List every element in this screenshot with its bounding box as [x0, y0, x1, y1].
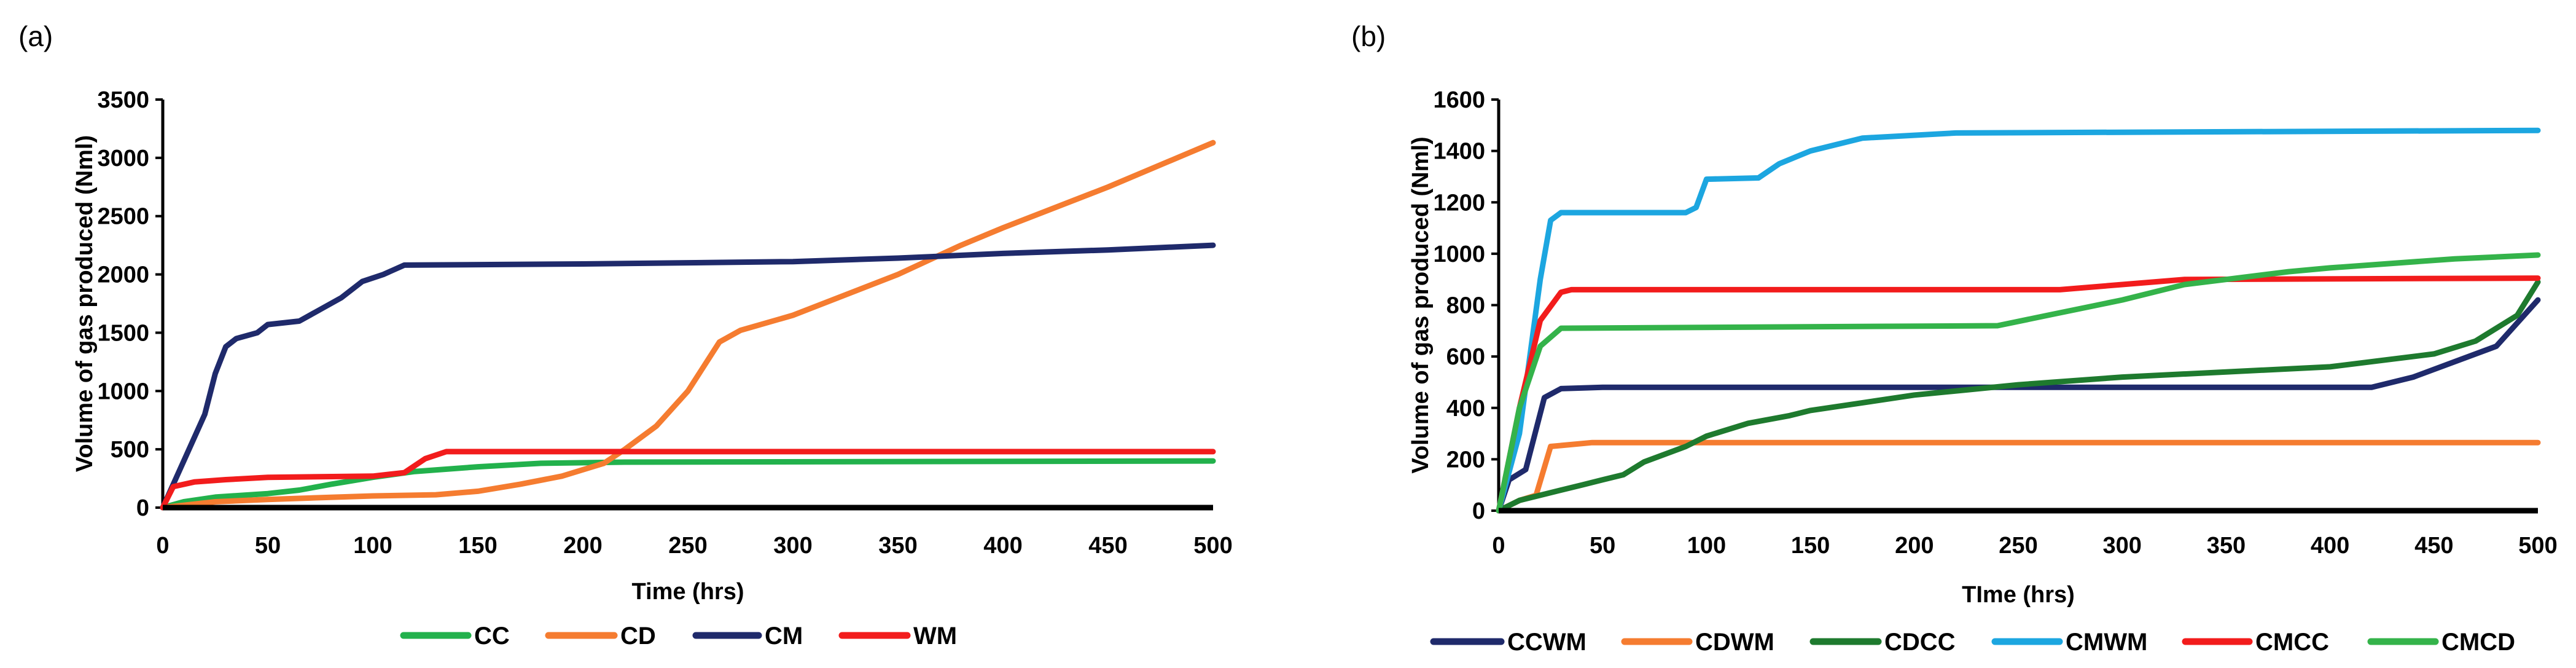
y-tick-label: 3500 [97, 87, 149, 113]
x-tick-label: 200 [563, 533, 602, 559]
series-line-cd [160, 139, 1216, 511]
x-tick-label: 100 [1687, 533, 1726, 559]
series-line-cdcc [1496, 279, 2541, 514]
y-tick-label: 2500 [97, 204, 149, 230]
x-tick-label: 500 [2518, 533, 2557, 559]
series-line-wm [160, 449, 1216, 511]
legend-label-cmcd: CMCD [2441, 629, 2515, 656]
legend-label-cdcc: CDCC [1884, 629, 1956, 656]
x-tick-label: 250 [668, 533, 707, 559]
x-tick-label: 300 [773, 533, 812, 559]
y-tick-label: 200 [1446, 447, 1485, 473]
x-axis-label: TIme (hrs) [1962, 582, 2075, 608]
x-tick-label: 450 [1088, 533, 1127, 559]
y-tick-label: 1400 [1433, 139, 1485, 165]
series-line-cm [160, 242, 1216, 511]
x-tick-label: 500 [1193, 533, 1232, 559]
chart-a: (a) 0 500 1000 1500 2000 2500 3000 3500 0 50 100 150… [18, 20, 1233, 650]
x-tick-label: 400 [983, 533, 1022, 559]
x-tick-label: 350 [2207, 533, 2246, 559]
x-axis-label: Time (hrs) [631, 579, 744, 605]
x-tick-label: 300 [2102, 533, 2141, 559]
y-tick-label: 2000 [97, 262, 149, 288]
y-axis-label: Volume of gas produced (Nml) [1408, 136, 1434, 473]
x-tick-label: 400 [2311, 533, 2349, 559]
x-tick-label: 150 [1791, 533, 1830, 559]
chart-b: (b) 0 200 400 600 800 1000 1200 1400 1600 0 50 100 15… [1351, 20, 2558, 656]
legend-label-cd: CD [620, 623, 656, 650]
legend-label-cdwm: CDWM [1695, 629, 1774, 656]
series-line-ccwm [1496, 297, 2541, 514]
x-tick-label: 250 [1999, 533, 2037, 559]
x-tick-label: 50 [1590, 533, 1615, 559]
y-axis-label: Volume of gas produced (Nml) [72, 135, 98, 472]
x-tick-label: 150 [458, 533, 497, 559]
panel-label: (b) [1351, 20, 1386, 52]
legend-label-cmwm: CMWM [2066, 629, 2147, 656]
legend-label-cmcc: CMCC [2255, 629, 2329, 656]
y-tick-label: 600 [1446, 344, 1485, 370]
series-line-cc [160, 458, 1216, 511]
y-tick-label: 0 [136, 495, 149, 521]
legend-label-ccwm: CCWM [1507, 629, 1587, 656]
y-tick-label: 400 [1446, 396, 1485, 422]
series-line-cmcc [1496, 275, 2541, 514]
series-line-cmwm [1496, 127, 2541, 514]
y-tick-label: 1500 [97, 320, 149, 346]
x-tick-label: 350 [878, 533, 917, 559]
legend-label-wm: WM [913, 623, 957, 650]
x-tick-label: 200 [1895, 533, 1934, 559]
y-tick-label: 500 [111, 437, 149, 463]
y-tick-label: 1000 [1433, 242, 1485, 267]
legend-label-cc: CC [474, 623, 510, 650]
x-tick-label: 0 [156, 533, 169, 559]
series-line-cdwm [1496, 439, 2541, 514]
panel-label: (a) [18, 20, 53, 52]
y-tick-label: 1000 [97, 379, 149, 404]
x-tick-label: 0 [1492, 533, 1505, 559]
y-tick-label: 3000 [97, 146, 149, 171]
x-tick-label: 450 [2414, 533, 2453, 559]
series-line-cmcd [1496, 252, 2541, 514]
legend-label-cm: CM [765, 623, 803, 650]
x-tick-label: 50 [255, 533, 281, 559]
y-tick-label: 1200 [1433, 190, 1485, 216]
x-tick-label: 100 [353, 533, 392, 559]
y-tick-label: 800 [1446, 293, 1485, 319]
y-tick-label: 0 [1472, 498, 1485, 524]
y-tick-label: 1600 [1433, 87, 1485, 113]
